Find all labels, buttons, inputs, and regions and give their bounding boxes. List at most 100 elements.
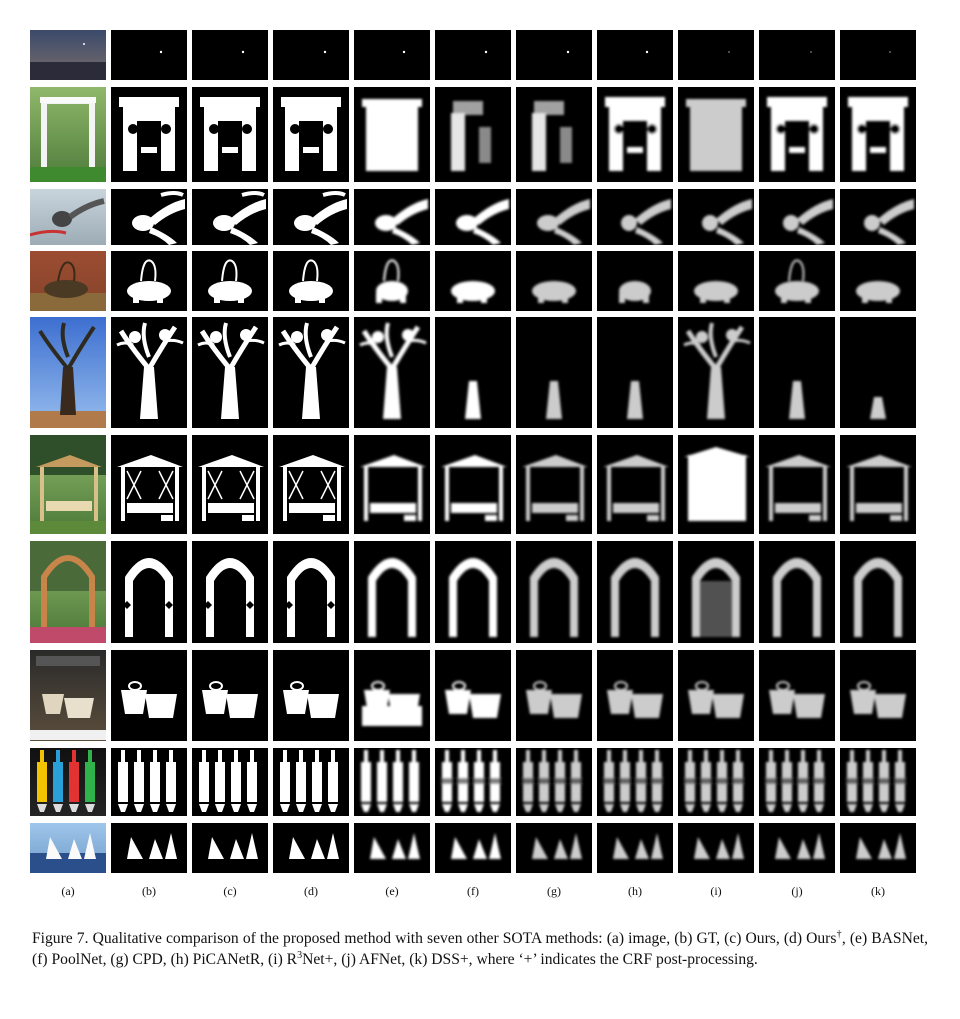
input-image-cups — [30, 650, 106, 741]
saliency-map-cups-col-4 — [354, 650, 430, 741]
saliency-map-swing-col-5 — [435, 435, 511, 534]
saliency-map-sky-col-1 — [111, 30, 187, 80]
saliency-map-swing-col-6 — [516, 435, 592, 534]
column-label: (a) — [61, 884, 75, 898]
saliency-map-pergola-col-5 — [435, 87, 511, 182]
column-label: (e) — [385, 884, 399, 898]
column-label: (c) — [223, 884, 237, 898]
saliency-map-tree-col-10 — [840, 317, 916, 428]
column-label: (d) — [304, 884, 318, 898]
caption-superscript: 3 — [297, 949, 303, 961]
input-image-swing — [30, 435, 106, 534]
input-image-basket — [30, 251, 106, 311]
saliency-map-tree-col-6 — [516, 317, 592, 428]
saliency-map-pergola-col-9 — [759, 87, 835, 182]
saliency-map-tree-col-5 — [435, 317, 511, 428]
saliency-map-arch-col-3 — [273, 541, 349, 643]
saliency-map-sails-col-10 — [840, 823, 916, 873]
column-label: (k) — [871, 884, 885, 898]
saliency-map-sky-col-5 — [435, 30, 511, 80]
column-label: (g) — [547, 884, 561, 898]
qualitative-comparison-figure — [30, 30, 918, 890]
saliency-map-basket-col-10 — [840, 251, 916, 311]
saliency-map-arch-col-2 — [192, 541, 268, 643]
saliency-map-arch-col-5 — [435, 541, 511, 643]
saliency-map-pergola-col-7 — [597, 87, 673, 182]
saliency-map-bottles-col-6 — [516, 748, 592, 816]
saliency-map-knot-col-4 — [354, 189, 430, 245]
saliency-map-bottles-col-9 — [759, 748, 835, 816]
caption-text-3: Net+, (j) AFNet, (k) DSS+, where ‘+’ ind… — [302, 951, 758, 968]
saliency-map-knot-col-3 — [273, 189, 349, 245]
saliency-map-knot-col-9 — [759, 189, 835, 245]
saliency-map-bottles-col-7 — [597, 748, 673, 816]
column-label: (j) — [791, 884, 803, 898]
saliency-map-basket-col-5 — [435, 251, 511, 311]
saliency-map-tree-col-4 — [354, 317, 430, 428]
saliency-map-pergola-col-3 — [273, 87, 349, 182]
saliency-map-arch-col-8 — [678, 541, 754, 643]
saliency-map-tree-col-9 — [759, 317, 835, 428]
saliency-map-sky-col-3 — [273, 30, 349, 80]
saliency-map-swing-col-1 — [111, 435, 187, 534]
saliency-map-arch-col-9 — [759, 541, 835, 643]
saliency-map-basket-col-7 — [597, 251, 673, 311]
saliency-map-cups-col-10 — [840, 650, 916, 741]
saliency-map-basket-col-9 — [759, 251, 835, 311]
saliency-map-swing-col-8 — [678, 435, 754, 534]
saliency-map-pergola-col-8 — [678, 87, 754, 182]
column-label: (i) — [710, 884, 722, 898]
input-image-sails — [30, 823, 106, 873]
saliency-map-cups-col-1 — [111, 650, 187, 741]
input-image-bottles — [30, 748, 106, 816]
saliency-map-sails-col-4 — [354, 823, 430, 873]
input-image-pergola — [30, 87, 106, 182]
saliency-map-cups-col-3 — [273, 650, 349, 741]
saliency-map-sails-col-1 — [111, 823, 187, 873]
saliency-map-arch-col-7 — [597, 541, 673, 643]
saliency-map-tree-col-8 — [678, 317, 754, 428]
saliency-map-tree-col-1 — [111, 317, 187, 428]
saliency-map-sails-col-2 — [192, 823, 268, 873]
saliency-map-sails-col-8 — [678, 823, 754, 873]
saliency-map-basket-col-4 — [354, 251, 430, 311]
saliency-map-pergola-col-2 — [192, 87, 268, 182]
saliency-map-arch-col-4 — [354, 541, 430, 643]
saliency-map-cups-col-5 — [435, 650, 511, 741]
saliency-map-arch-col-10 — [840, 541, 916, 643]
saliency-map-tree-col-7 — [597, 317, 673, 428]
saliency-map-cups-col-9 — [759, 650, 835, 741]
saliency-map-swing-col-4 — [354, 435, 430, 534]
input-image-knot — [30, 189, 106, 245]
saliency-map-knot-col-1 — [111, 189, 187, 245]
saliency-map-sky-col-10 — [840, 30, 916, 80]
saliency-map-knot-col-5 — [435, 189, 511, 245]
saliency-map-sky-col-8 — [678, 30, 754, 80]
saliency-map-pergola-col-6 — [516, 87, 592, 182]
saliency-map-bottles-col-3 — [273, 748, 349, 816]
saliency-map-basket-col-2 — [192, 251, 268, 311]
saliency-map-basket-col-3 — [273, 251, 349, 311]
saliency-map-tree-col-2 — [192, 317, 268, 428]
input-image-tree — [30, 317, 106, 428]
saliency-map-basket-col-1 — [111, 251, 187, 311]
input-image-sky — [30, 30, 106, 80]
saliency-map-knot-col-7 — [597, 189, 673, 245]
saliency-map-sky-col-7 — [597, 30, 673, 80]
input-image-arch — [30, 541, 106, 643]
saliency-map-sky-col-6 — [516, 30, 592, 80]
saliency-map-knot-col-10 — [840, 189, 916, 245]
saliency-map-arch-col-6 — [516, 541, 592, 643]
saliency-map-swing-col-2 — [192, 435, 268, 534]
saliency-map-bottles-col-1 — [111, 748, 187, 816]
saliency-map-sails-col-9 — [759, 823, 835, 873]
saliency-map-sails-col-7 — [597, 823, 673, 873]
caption-dagger: † — [836, 928, 842, 940]
saliency-map-sails-col-6 — [516, 823, 592, 873]
caption-text-1: Figure 7. Qualitative comparison of the … — [32, 930, 837, 947]
saliency-map-arch-col-1 — [111, 541, 187, 643]
saliency-map-sky-col-4 — [354, 30, 430, 80]
saliency-map-basket-col-8 — [678, 251, 754, 311]
column-label: (h) — [628, 884, 642, 898]
saliency-map-bottles-col-2 — [192, 748, 268, 816]
